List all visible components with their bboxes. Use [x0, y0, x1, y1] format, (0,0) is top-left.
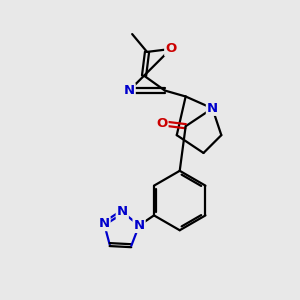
Text: O: O	[165, 42, 176, 56]
Text: N: N	[134, 219, 145, 232]
Text: N: N	[124, 84, 135, 97]
Text: N: N	[207, 102, 218, 115]
Text: O: O	[156, 117, 167, 130]
Text: N: N	[98, 217, 110, 230]
Text: N: N	[117, 205, 128, 218]
